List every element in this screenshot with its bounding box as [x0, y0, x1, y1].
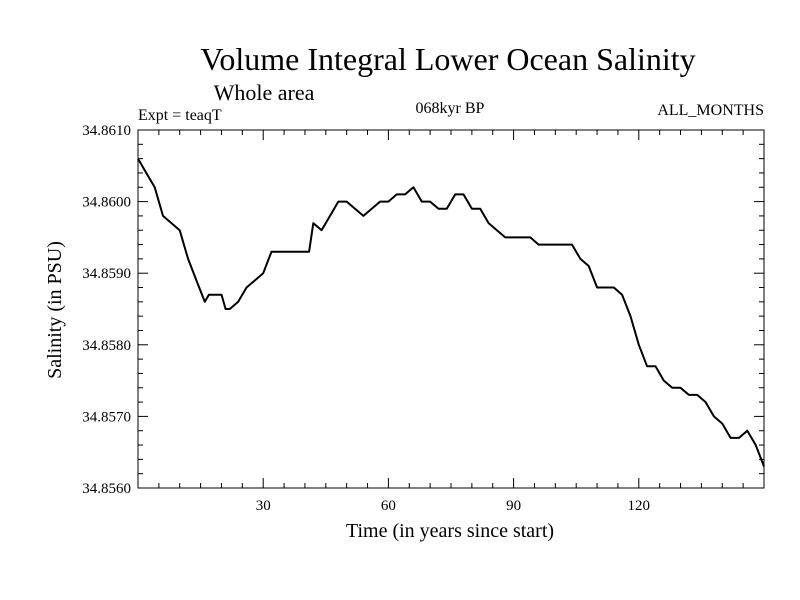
series-layer: [137, 158, 765, 467]
y-tick-label: 34.8570: [82, 409, 131, 425]
series-line-salinity: [137, 158, 765, 467]
x-tick-label: 30: [256, 498, 271, 514]
chart-subtitle: Whole area: [214, 80, 315, 105]
x-tick-label: 60: [381, 498, 396, 514]
annotation-expt: Expt = teaqT: [138, 107, 222, 124]
axes: [137, 129, 765, 489]
y-tick-label: 34.8580: [82, 338, 131, 354]
y-tick-label: 34.8560: [82, 481, 131, 497]
x-tick-label: 120: [628, 498, 651, 514]
y-tick-label: 34.8610: [82, 123, 131, 139]
y-tick-label: 34.8600: [82, 195, 131, 211]
chart-title: Volume Integral Lower Ocean Salinity: [200, 41, 695, 77]
y-axis-label: Salinity (in PSU): [44, 241, 66, 379]
plot-frame: [137, 129, 765, 489]
x-axis-label: Time (in years since start): [346, 520, 554, 542]
annotation-period: 068kyr BP: [416, 100, 485, 117]
x-tick-label: 90: [506, 498, 521, 514]
annotation-months: ALL_MONTHS: [657, 102, 764, 119]
tick-marks: 30 60 90 120 34.8560 34.8570 34.8580 34.8590 34.…: [82, 123, 764, 514]
y-tick-label: 34.8590: [82, 266, 131, 282]
